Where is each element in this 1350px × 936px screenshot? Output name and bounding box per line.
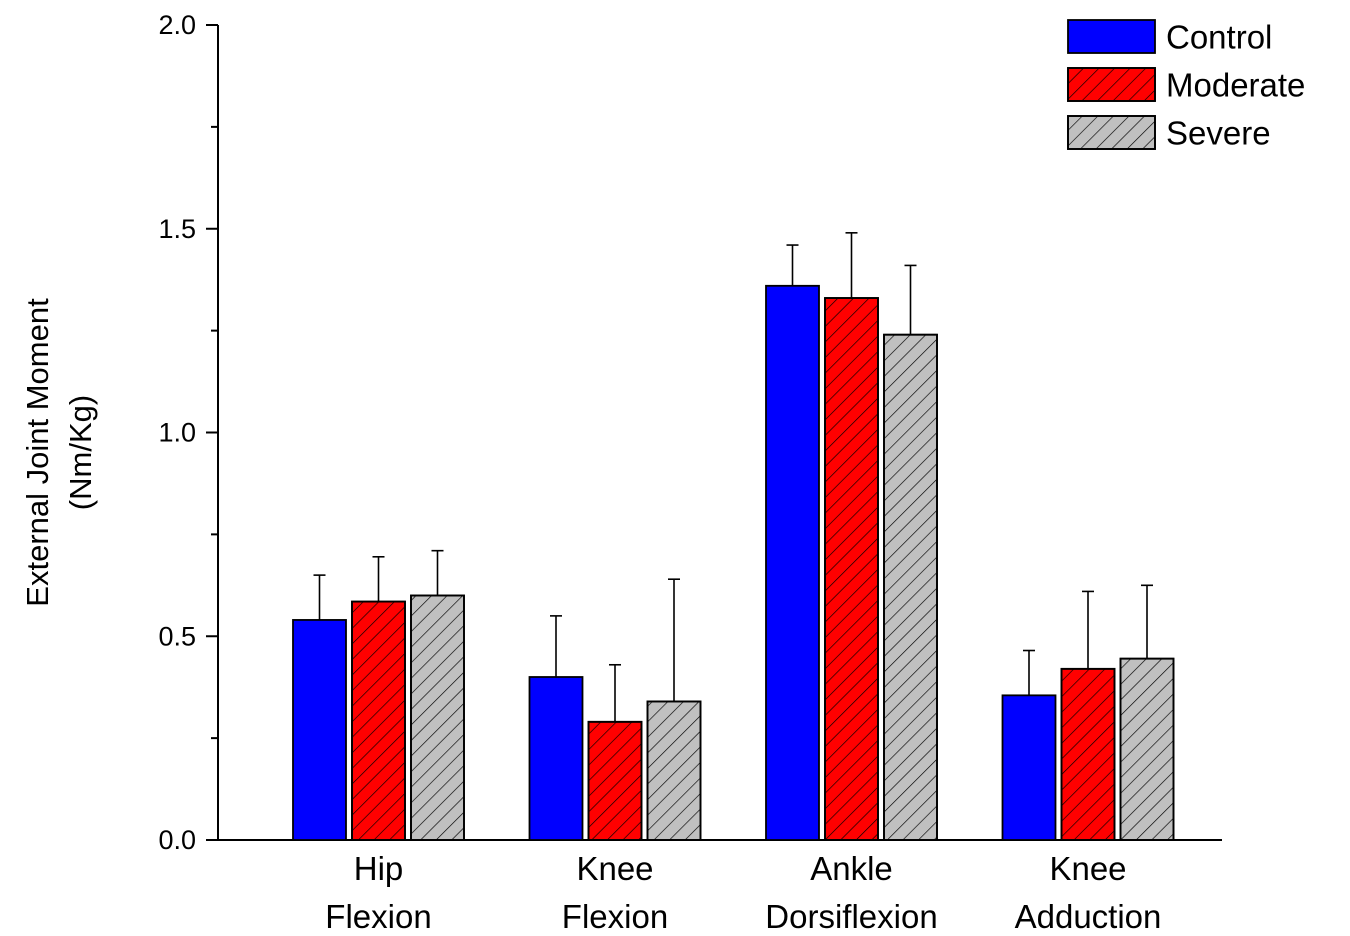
bar-control: [765, 284, 820, 841]
x-category-label: Adduction: [1015, 898, 1162, 935]
bar-hatch-severe: [410, 594, 465, 841]
bars: [292, 232, 1175, 841]
bar-control: [528, 676, 584, 841]
bar-hatch-moderate: [587, 720, 643, 841]
bar-hatch-moderate: [351, 600, 406, 841]
bar-hatch-moderate: [824, 297, 879, 841]
bar-hatch-severe: [1119, 657, 1175, 841]
legend-swatch-hatch-severe: [1067, 115, 1156, 150]
x-category-label: Ankle: [810, 850, 893, 887]
x-category-label: Knee: [1049, 850, 1126, 887]
bar-hatch-severe: [646, 700, 702, 841]
y-axis-title-line: (Nm/Kg): [63, 395, 98, 510]
legend-label-moderate: Moderate: [1166, 67, 1305, 104]
bar-control: [1001, 694, 1057, 841]
y-tick-label: 2.0: [158, 10, 196, 40]
bar-control: [292, 619, 347, 841]
legend: Control Moderate Severe: [1067, 19, 1305, 152]
y-axis-title: External Joint Moment (Nm/Kg): [20, 298, 98, 607]
y-axis-title-text: External Joint Moment (Nm/Kg): [20, 298, 98, 607]
x-category-label: Dorsiflexion: [765, 898, 937, 935]
x-category-label: Flexion: [325, 898, 431, 935]
x-category-label: Hip: [354, 850, 404, 887]
bar-hatch-severe: [883, 333, 938, 841]
category-labels: Hip Flexion Knee Flexion Ankle Dorsiflexion Kn…: [325, 850, 1161, 935]
y-tick-label: 1.0: [158, 418, 196, 448]
x-category-label: Flexion: [562, 898, 668, 935]
y-tick-label: 1.5: [158, 214, 196, 244]
legend-swatch-hatch-moderate: [1067, 67, 1156, 102]
x-category-label: Knee: [576, 850, 653, 887]
y-axis-title-line: External Joint Moment: [20, 298, 55, 607]
legend-swatch-control: [1067, 19, 1156, 54]
legend-label-severe: Severe: [1166, 115, 1271, 152]
y-tick-label: 0.0: [158, 825, 196, 855]
legend-label-control: Control: [1166, 19, 1272, 56]
bar-hatch-moderate: [1060, 667, 1116, 841]
y-tick-label: 0.5: [158, 621, 196, 651]
